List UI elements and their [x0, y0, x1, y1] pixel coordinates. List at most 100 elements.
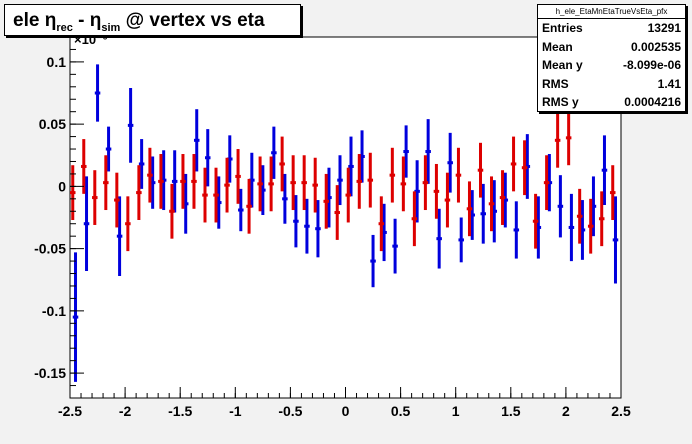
red-point — [268, 156, 274, 212]
y-tick-label: -0.05 — [34, 241, 66, 257]
red-point — [301, 155, 307, 211]
blue-point — [601, 135, 608, 206]
red-point — [444, 172, 451, 228]
red-point — [279, 136, 285, 192]
red-point — [147, 147, 153, 203]
stats-value: 1.41 — [657, 76, 681, 91]
red-point — [367, 152, 374, 208]
title-suffix: @ vertex vs eta — [120, 10, 265, 31]
y-tick-label: 0.05 — [39, 116, 66, 132]
red-point — [378, 196, 385, 252]
red-point — [433, 163, 440, 219]
blue-point — [315, 200, 321, 258]
red-point — [334, 185, 340, 240]
y-tick-label: 0.1 — [47, 54, 67, 70]
stats-label: Entries — [542, 21, 583, 35]
x-tick-label: 2 — [562, 403, 570, 419]
stats-row-rms-y: RMS y 0.0004216 — [538, 93, 685, 112]
red-point — [554, 112, 561, 168]
red-point — [136, 165, 142, 220]
red-point — [477, 142, 484, 198]
stats-value: -8.099e-06 — [622, 58, 681, 72]
red-point — [290, 155, 296, 211]
red-point — [521, 140, 528, 196]
x-tick-label: 0.5 — [391, 403, 411, 419]
blue-point — [304, 198, 310, 254]
red-point — [246, 178, 252, 234]
stats-value: 0.0004216 — [624, 95, 681, 109]
x-tick-label: 2.5 — [611, 403, 631, 419]
blue-point — [138, 139, 145, 189]
blue-point — [612, 196, 619, 284]
stats-value: 13291 — [647, 21, 681, 35]
stats-label: Mean — [542, 39, 573, 54]
y-tick-label: -0.15 — [34, 365, 66, 381]
blue-point — [282, 173, 288, 224]
title-prefix: ele η — [13, 10, 57, 31]
red-point — [598, 191, 605, 247]
title-sub-rec: rec — [56, 21, 73, 34]
blue-point — [171, 150, 178, 213]
x-tick-label: 1.5 — [501, 403, 521, 419]
red-point — [169, 183, 175, 239]
title-sub-sim: sim — [101, 21, 121, 34]
red-point — [543, 155, 550, 211]
title-middle: - η — [72, 10, 102, 31]
stats-box: h_ele_EtaMnEtaTrueVsEta_pfx Entries 1329… — [537, 4, 686, 112]
red-point — [81, 139, 87, 194]
blue-point — [348, 136, 354, 197]
blue-point — [425, 119, 431, 184]
red-point — [499, 170, 506, 225]
red-point — [345, 167, 352, 223]
blue-point — [403, 125, 409, 178]
blue-point — [116, 196, 123, 277]
red-point — [202, 167, 208, 223]
blue-point — [127, 88, 134, 163]
x-tick-label: -2.5 — [58, 403, 82, 419]
stats-histogram-name: h_ele_EtaMnEtaTrueVsEta_pfx — [538, 5, 685, 19]
chart-title: ele ηrec - ηsim @ vertex vs eta — [4, 4, 301, 36]
red-point — [532, 193, 539, 249]
blue-point — [83, 176, 90, 272]
y-tick-label: -0.1 — [42, 303, 66, 319]
red-point — [389, 147, 396, 203]
blue-point — [337, 155, 343, 206]
blue-point — [458, 217, 464, 263]
blue-point — [105, 126, 112, 172]
red-point — [609, 165, 616, 220]
stats-label: RMS — [542, 76, 569, 91]
stats-row-mean: Mean 0.002535 — [538, 38, 685, 57]
red-point — [466, 181, 473, 237]
blue-point — [204, 129, 211, 187]
red-point — [422, 155, 429, 211]
red-point — [510, 136, 517, 192]
red-point — [257, 156, 263, 212]
y-tick-label: 0 — [58, 178, 66, 194]
stats-value: 0.002535 — [630, 39, 681, 54]
plot-area — [69, 36, 622, 399]
red-point — [323, 173, 329, 229]
blue-point — [271, 126, 277, 179]
red-point — [213, 167, 219, 223]
red-point — [114, 172, 120, 228]
blue-point — [238, 188, 244, 232]
x-tick-label: -2 — [119, 403, 132, 419]
red-point — [191, 154, 197, 209]
blue-point — [193, 109, 200, 172]
red-point — [400, 156, 407, 212]
red-point — [180, 154, 186, 209]
red-point — [587, 198, 594, 254]
x-tick-label: -1 — [229, 403, 242, 419]
red-point — [565, 110, 572, 166]
x-tick-label: -1.5 — [168, 403, 192, 419]
red-point — [488, 176, 495, 232]
stats-row-rms: RMS 1.41 — [538, 75, 685, 94]
blue-point — [557, 175, 564, 238]
blue-point — [568, 193, 575, 262]
stats-row-mean-y: Mean y -8.099e-06 — [538, 56, 685, 75]
red-point — [92, 170, 98, 225]
blue-point — [94, 64, 101, 122]
red-point — [411, 191, 418, 247]
blue-point — [513, 201, 520, 259]
